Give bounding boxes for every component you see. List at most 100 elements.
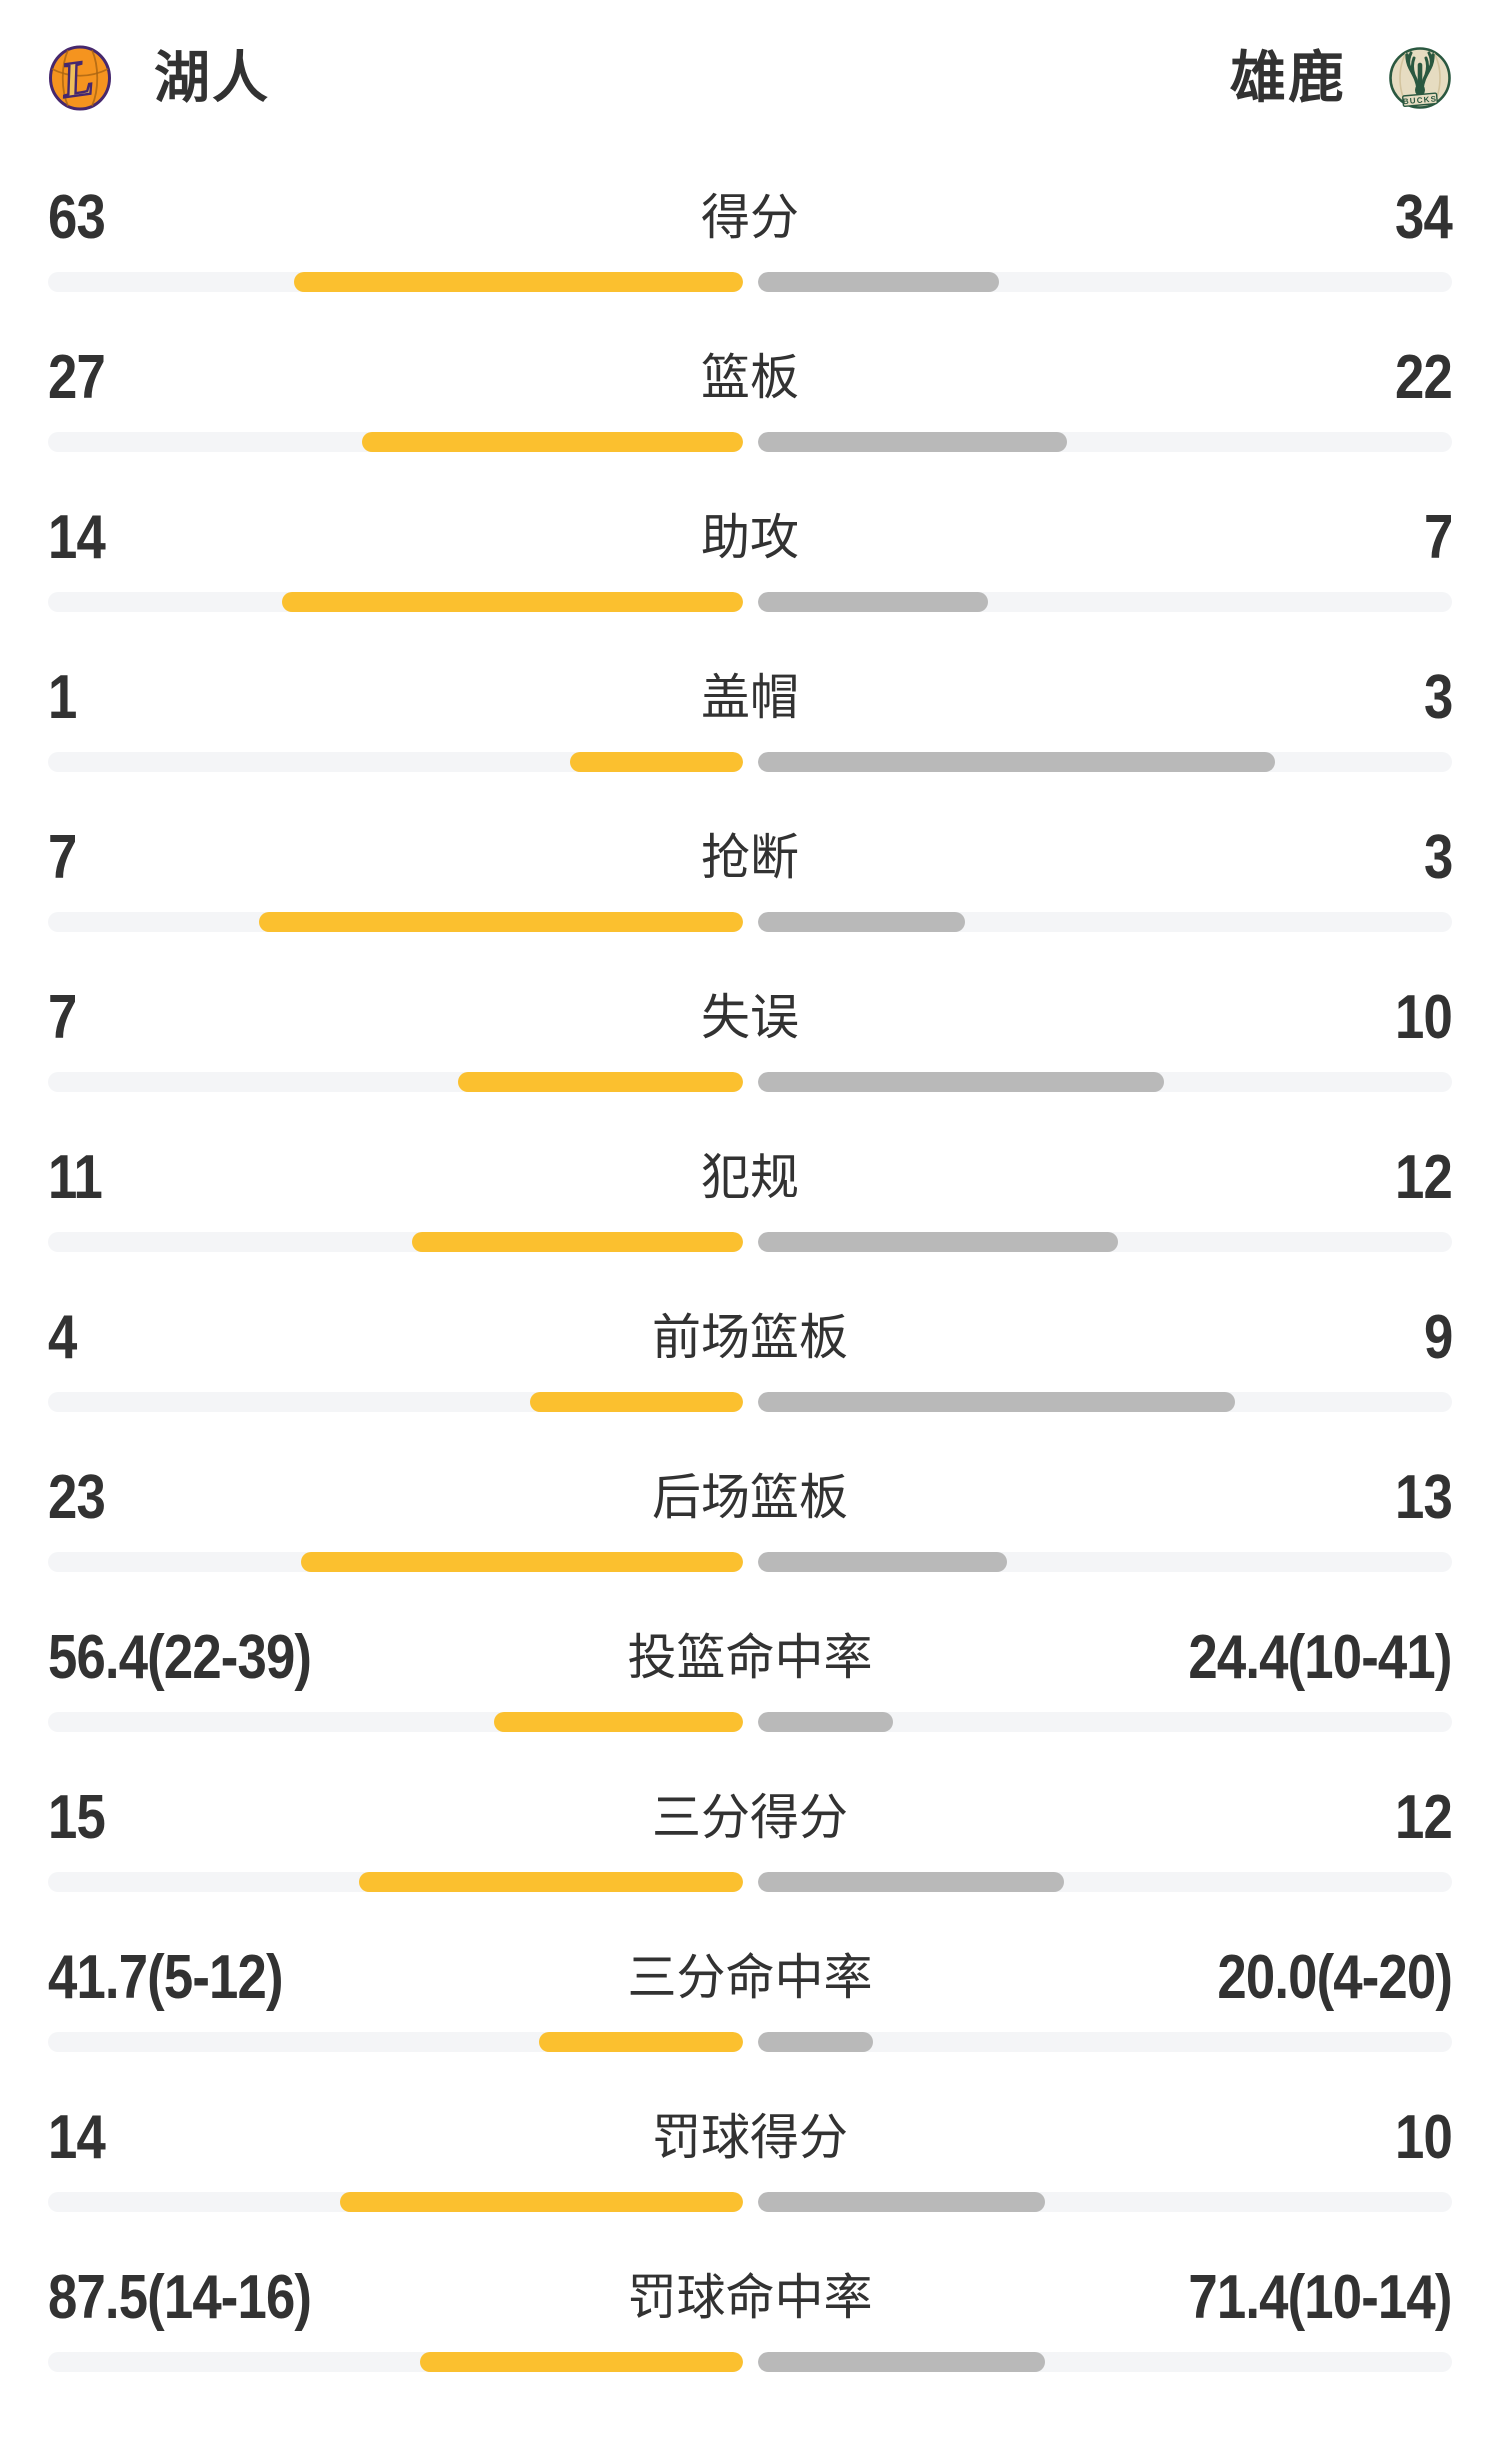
home-value: 1 xyxy=(48,663,77,732)
team-stats-panel: L 湖人 雄鹿 xyxy=(0,44,1500,2444)
away-bar-track xyxy=(757,1712,1452,1732)
stat-row: 23 后场篮板 13 xyxy=(0,1430,1500,1590)
stat-bars xyxy=(48,1552,1452,1572)
stat-row: 7 抢断 3 xyxy=(0,790,1500,950)
away-bar-track xyxy=(757,912,1452,932)
stat-row: 7 失误 10 xyxy=(0,950,1500,1110)
stat-bars xyxy=(48,752,1452,772)
home-value: 23 xyxy=(48,1463,106,1532)
home-team-name: 湖人 xyxy=(154,46,270,109)
center-gap xyxy=(743,1072,758,1092)
stat-bars xyxy=(48,1392,1452,1412)
home-bar xyxy=(420,2352,743,2372)
away-bar xyxy=(757,1232,1118,1252)
stat-label: 罚球得分 xyxy=(651,2111,848,2165)
stat-row: 56.4(22-39) 投篮命中率 24.4(10-41) xyxy=(0,1590,1500,1750)
home-bar xyxy=(359,1872,743,1892)
away-value: 12 xyxy=(1395,1783,1453,1852)
home-bar xyxy=(282,592,743,612)
stat-bars xyxy=(48,432,1452,452)
away-value: 24.4(10-41) xyxy=(1188,1623,1453,1692)
center-gap xyxy=(743,1712,758,1732)
stat-bars xyxy=(48,1872,1452,1892)
home-value: 11 xyxy=(48,1143,103,1212)
away-value: 12 xyxy=(1395,1143,1453,1212)
stat-line: 41.7(5-12) 三分命中率 20.0(4-20) xyxy=(0,1947,1500,2009)
home-bar-track xyxy=(48,752,743,772)
stat-line: 14 助攻 7 xyxy=(0,507,1500,569)
away-bar xyxy=(757,1392,1236,1412)
away-value: 10 xyxy=(1395,2103,1453,2172)
home-value: 15 xyxy=(48,1783,106,1852)
stat-row: 63 得分 34 xyxy=(0,150,1500,310)
home-bar xyxy=(259,912,743,932)
home-value: 87.5(14-16) xyxy=(48,2263,312,2332)
stat-bars xyxy=(48,2192,1452,2212)
stat-bars xyxy=(48,1712,1452,1732)
away-bar-track xyxy=(757,272,1452,292)
stat-bars xyxy=(48,2352,1452,2372)
away-bar-track xyxy=(757,1552,1452,1572)
stat-label: 抢断 xyxy=(700,831,799,885)
stat-line: 7 抢断 3 xyxy=(0,827,1500,889)
home-value: 14 xyxy=(48,503,106,572)
stat-line: 56.4(22-39) 投篮命中率 24.4(10-41) xyxy=(0,1627,1500,1689)
stat-row: 87.5(14-16) 罚球命中率 71.4(10-14) xyxy=(0,2230,1500,2390)
home-bar-track xyxy=(48,432,743,452)
center-gap xyxy=(743,2192,758,2212)
away-value: 34 xyxy=(1395,183,1453,252)
center-gap xyxy=(743,592,758,612)
away-value: 9 xyxy=(1423,1303,1453,1372)
away-value: 71.4(10-14) xyxy=(1188,2263,1453,2332)
center-gap xyxy=(743,272,758,292)
center-gap xyxy=(743,1872,758,1892)
stat-line: 27 篮板 22 xyxy=(0,347,1500,409)
home-bar-track xyxy=(48,912,743,932)
stat-row: 15 三分得分 12 xyxy=(0,1750,1500,1910)
home-bar xyxy=(458,1072,743,1092)
stat-label: 盖帽 xyxy=(700,671,799,725)
away-bar-track xyxy=(757,1392,1452,1412)
home-value: 7 xyxy=(48,983,77,1052)
home-value: 56.4(22-39) xyxy=(48,1623,312,1692)
away-bar xyxy=(757,1552,1007,1572)
home-value: 4 xyxy=(48,1303,77,1372)
stat-label: 犯规 xyxy=(700,1151,799,1205)
away-bar xyxy=(757,2192,1046,2212)
away-value: 3 xyxy=(1423,663,1453,732)
center-gap xyxy=(743,752,758,772)
away-bar xyxy=(757,2032,873,2052)
away-bar-track xyxy=(757,752,1452,772)
home-bar xyxy=(493,1712,743,1732)
stat-row: 14 助攻 7 xyxy=(0,470,1500,630)
stat-line: 14 罚球得分 10 xyxy=(0,2107,1500,2169)
away-bar-track xyxy=(757,2192,1452,2212)
home-bar-track xyxy=(48,2352,743,2372)
away-value: 20.0(4-20) xyxy=(1217,1943,1453,2012)
home-bar-track xyxy=(48,592,743,612)
center-gap xyxy=(743,1552,758,1572)
stat-row: 27 篮板 22 xyxy=(0,310,1500,470)
away-bar-track xyxy=(757,2032,1452,2052)
away-bar xyxy=(757,272,1000,292)
stat-row: 14 罚球得分 10 xyxy=(0,2070,1500,2230)
stats-list: 63 得分 34 27 篮板 22 xyxy=(0,150,1500,2390)
away-bar-track xyxy=(757,592,1452,612)
away-value: 10 xyxy=(1395,983,1453,1052)
center-gap xyxy=(743,2032,758,2052)
away-bar-track xyxy=(757,1232,1452,1252)
away-bar xyxy=(757,752,1276,772)
header: L 湖人 雄鹿 xyxy=(0,44,1500,112)
away-bar xyxy=(757,1072,1164,1092)
stat-bars xyxy=(48,2032,1452,2052)
stat-label: 失误 xyxy=(700,991,799,1045)
away-bar xyxy=(757,1872,1065,1892)
svg-text:L: L xyxy=(57,49,96,109)
stat-row: 4 前场篮板 9 xyxy=(0,1270,1500,1430)
away-value: 7 xyxy=(1423,503,1453,572)
away-bar xyxy=(757,432,1068,452)
home-bar xyxy=(530,1392,743,1412)
away-value: 13 xyxy=(1395,1463,1453,1532)
home-bar xyxy=(569,752,743,772)
home-value: 7 xyxy=(48,823,77,892)
